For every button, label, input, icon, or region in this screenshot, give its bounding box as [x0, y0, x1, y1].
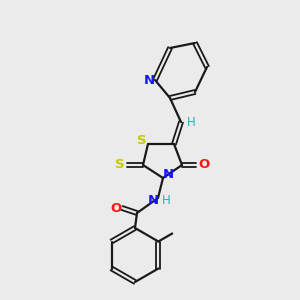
Text: N: N: [147, 194, 159, 206]
Text: S: S: [115, 158, 125, 172]
Text: S: S: [137, 134, 147, 148]
Text: O: O: [110, 202, 122, 214]
Text: N: N: [162, 167, 174, 181]
Text: H: H: [162, 194, 170, 206]
Text: O: O: [198, 158, 210, 172]
Text: H: H: [187, 116, 195, 130]
Text: N: N: [143, 74, 155, 88]
